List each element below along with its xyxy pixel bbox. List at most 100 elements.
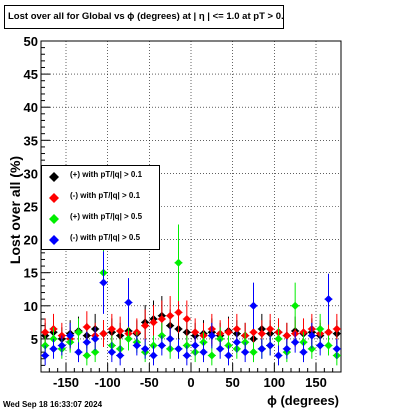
- data-point: [66, 331, 75, 340]
- x-axis-label: ϕ (degrees): [267, 393, 339, 408]
- legend-entry: (-) with pT/|q| > 0.1: [42, 188, 159, 208]
- data-point: [99, 329, 108, 338]
- data-point: [282, 331, 291, 340]
- series-3: [41, 251, 341, 366]
- data-point: [199, 348, 208, 357]
- data-point: [157, 341, 166, 350]
- x-tick-label: -150: [53, 375, 79, 390]
- data-point: [307, 331, 316, 340]
- data-point: [124, 298, 133, 307]
- data-point: [249, 301, 258, 310]
- data-point: [324, 341, 333, 350]
- y-tick-label: 10: [24, 299, 38, 314]
- legend-label: (+) with pT/|q| > 0.1: [70, 170, 143, 179]
- data-point: [257, 344, 266, 353]
- legend: (+) with pT/|q| > 0.1 (-) with pT/|q| > …: [41, 165, 160, 250]
- data-point: [241, 348, 250, 357]
- data-point: [216, 344, 225, 353]
- data-point: [249, 328, 258, 337]
- legend-label: (+) with pT/|q| > 0.5: [70, 212, 143, 221]
- data-point: [324, 328, 333, 337]
- data-point: [74, 328, 83, 337]
- y-tick-labels: 5 10 15 20 25 30 35 40 45 50: [24, 34, 38, 347]
- legend-entry: (-) with pT/|q| > 0.5: [42, 230, 159, 250]
- data-point: [166, 334, 175, 343]
- data-point: [191, 341, 200, 350]
- data-point: [149, 351, 158, 360]
- legend-marker-diamond-icon: [49, 235, 59, 245]
- x-tick-label: 0: [187, 375, 194, 390]
- legend-label: (-) with pT/|q| > 0.1: [70, 191, 141, 200]
- data-point: [291, 301, 300, 310]
- x-tick-label: 50: [225, 375, 239, 390]
- legend-entry: (+) with pT/|q| > 0.5: [42, 209, 159, 229]
- data-point: [141, 344, 150, 353]
- data-point: [107, 348, 116, 357]
- data-point: [82, 322, 91, 331]
- data-point: [232, 324, 241, 333]
- data-point: [316, 341, 325, 350]
- data-point: [41, 351, 50, 360]
- data-point: [157, 315, 166, 324]
- data-point: [274, 334, 283, 343]
- data-point: [49, 344, 58, 353]
- y-tick-label: 25: [24, 200, 38, 215]
- y-tick-label: 5: [31, 332, 38, 347]
- legend-label: (-) with pT/|q| > 0.5: [70, 233, 141, 242]
- data-point: [91, 334, 100, 343]
- data-point: [207, 331, 216, 340]
- data-point: [266, 341, 275, 350]
- data-point: [107, 324, 116, 333]
- data-point: [141, 321, 150, 330]
- y-tick-label: 50: [24, 34, 38, 49]
- y-tick-label: 20: [24, 233, 38, 248]
- data-point: [182, 315, 191, 324]
- data-point: [174, 344, 183, 353]
- y-tick-label: 15: [24, 266, 38, 281]
- data-point: [232, 338, 241, 347]
- y-tick-label: 30: [24, 166, 38, 181]
- data-point: [91, 348, 100, 357]
- data-point: [224, 328, 233, 337]
- data-point: [116, 351, 125, 360]
- data-point: [57, 341, 66, 350]
- data-point: [116, 326, 125, 335]
- data-point: [132, 341, 141, 350]
- data-point: [149, 318, 158, 327]
- data-point: [82, 338, 91, 347]
- data-point: [41, 328, 50, 337]
- plot-title: Lost over all for Global vs ϕ (degrees) …: [4, 5, 284, 29]
- data-point: [124, 334, 133, 343]
- data-point: [332, 324, 341, 333]
- timestamp: Wed Sep 18 16:33:07 2024: [3, 400, 103, 409]
- y-tick-label: 35: [24, 133, 38, 148]
- legend-entry: (+) with pT/|q| > 0.1: [42, 167, 159, 187]
- x-tick-label: -50: [140, 375, 159, 390]
- data-point: [174, 308, 183, 317]
- data-point: [332, 344, 341, 353]
- y-axis-label: Lost over all (%): [7, 156, 23, 264]
- legend-marker-diamond-icon: [49, 214, 59, 224]
- data-point: [257, 329, 266, 338]
- data-point: [324, 295, 333, 304]
- data-point: [182, 351, 191, 360]
- x-tick-label: 150: [305, 375, 327, 390]
- legend-marker-diamond-icon: [49, 172, 59, 182]
- data-point: [282, 344, 291, 353]
- data-point: [249, 348, 258, 357]
- data-point: [99, 278, 108, 287]
- data-point: [82, 351, 91, 360]
- data-point: [274, 351, 283, 360]
- data-point: [266, 324, 275, 333]
- data-point: [191, 328, 200, 337]
- data-point: [299, 348, 308, 357]
- data-point: [74, 348, 83, 357]
- data-point: [207, 351, 216, 360]
- x-tick-labels: -150 -100 -50 0 50 100 150: [53, 375, 327, 390]
- data-point: [224, 351, 233, 360]
- y-tick-label: 40: [24, 100, 38, 115]
- x-tick-label: 100: [263, 375, 285, 390]
- data-point: [174, 258, 183, 267]
- data-point: [307, 344, 316, 353]
- x-tick-label: -100: [95, 375, 121, 390]
